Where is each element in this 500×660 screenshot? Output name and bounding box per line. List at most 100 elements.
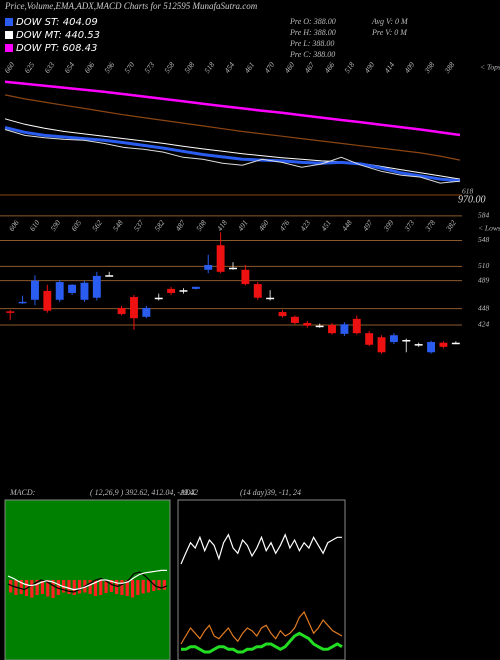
y-tick-label: 548: [478, 235, 490, 244]
legend-swatch: [5, 44, 13, 52]
top-label: 399: [381, 218, 396, 233]
bottom-label: 618: [462, 187, 474, 196]
histogram-bar: [67, 580, 71, 594]
top-label: 654: [62, 60, 76, 75]
top-label: 508: [194, 218, 208, 233]
histogram-bar: [77, 580, 82, 594]
candle-body: [130, 297, 138, 319]
candle-body: [451, 342, 460, 345]
top-label: 625: [22, 60, 36, 75]
top-label: 606: [7, 218, 21, 233]
y-tick-label: 489: [478, 275, 490, 284]
y-tick-label: 510: [478, 261, 490, 270]
adx-frame: [177, 499, 346, 660]
histogram-bar: [146, 580, 151, 593]
top-label: 660: [2, 60, 16, 75]
top-label: 570: [122, 60, 136, 75]
candle-body: [253, 284, 262, 298]
histogram-bar: [130, 580, 135, 598]
top-label: 490: [362, 60, 376, 75]
histogram-bar: [152, 580, 156, 591]
candle-body: [117, 307, 126, 315]
side-label: < Tops: [480, 63, 500, 72]
histogram-bar: [35, 580, 39, 595]
candle-body: [315, 325, 324, 328]
top-label: 573: [142, 60, 156, 75]
line: [181, 631, 343, 654]
candle-body: [204, 265, 213, 270]
candle-body: [55, 282, 64, 300]
candle-body: [105, 275, 114, 277]
panel-background: [5, 500, 170, 660]
histogram-bar: [88, 580, 92, 594]
line: [4, 94, 461, 161]
top-label: 518: [342, 60, 356, 75]
top-label: 590: [48, 218, 62, 233]
candle-body: [68, 284, 77, 293]
histogram-bar: [19, 580, 23, 594]
candle-body: [303, 322, 312, 326]
histogram-bar: [93, 580, 98, 596]
line: [7, 571, 168, 593]
candle-body: [229, 267, 237, 270]
top-label: 382: [443, 218, 458, 233]
candle-body: [278, 312, 287, 317]
top-label: 596: [102, 60, 116, 75]
top-label: 373: [402, 218, 417, 233]
top-label: 466: [322, 60, 336, 75]
legend-swatch: [5, 18, 13, 26]
line: [4, 80, 461, 137]
candle-body: [154, 297, 163, 300]
legend-label: DOW PT: 608.43: [16, 43, 97, 54]
candle-body: [389, 335, 398, 343]
line: [7, 569, 167, 591]
top-label: 562: [90, 218, 104, 233]
candle-body: [167, 288, 176, 293]
candle-body: [352, 318, 361, 334]
top-label: 558: [162, 60, 176, 75]
bottom-label: 970.00: [458, 194, 486, 205]
top-label: 508: [182, 60, 196, 75]
top-label: 451: [319, 218, 333, 232]
info-text: Avg V: 0 M: [371, 17, 409, 26]
line: [4, 129, 461, 184]
legend-swatch: [5, 31, 13, 39]
histogram-bar: [162, 580, 166, 590]
info-text: Pre O: 388.00: [289, 17, 336, 26]
candle-body: [402, 340, 411, 342]
line: [180, 610, 343, 645]
info-text: Pre H: 388.00: [289, 28, 336, 37]
histogram-bar: [115, 580, 119, 594]
panel-subtitle: (14 day)39, -11, 24: [240, 488, 301, 497]
histogram-bar: [141, 580, 145, 594]
candle-body: [439, 342, 448, 347]
top-label: 633: [42, 60, 56, 75]
histogram-bar: [136, 580, 140, 595]
top-label: 414: [382, 60, 396, 75]
histogram-bar: [120, 580, 124, 595]
chart-title: Price,Volume,EMA,ADX,MACD Charts for 512…: [4, 1, 258, 11]
histogram-bar: [104, 580, 108, 593]
candle-body: [328, 325, 336, 334]
histogram-bar: [56, 580, 60, 595]
histogram-bar: [99, 580, 103, 595]
candle-body: [414, 344, 423, 346]
info-text: Pre L: 388.00: [289, 39, 334, 48]
top-label: 460: [257, 218, 271, 233]
candle-body: [92, 275, 101, 298]
top-label: 487: [173, 218, 187, 233]
top-label: 491: [236, 218, 250, 232]
top-label: 582: [153, 218, 167, 233]
y-tick-label: 584: [478, 211, 490, 220]
top-label: 378: [423, 218, 438, 233]
y-tick-label: 424: [478, 320, 490, 329]
histogram-bar: [46, 580, 50, 597]
line: [180, 533, 342, 565]
top-label: 497: [361, 218, 375, 233]
legend-label: DOW MT: 440.53: [16, 30, 100, 41]
candle-body: [290, 316, 299, 323]
panel-subtitle: ( 12,26,9 ) 392.62, 412.04, -19.42: [90, 488, 198, 497]
candle-body: [340, 324, 349, 334]
top-label: 537: [132, 218, 146, 233]
